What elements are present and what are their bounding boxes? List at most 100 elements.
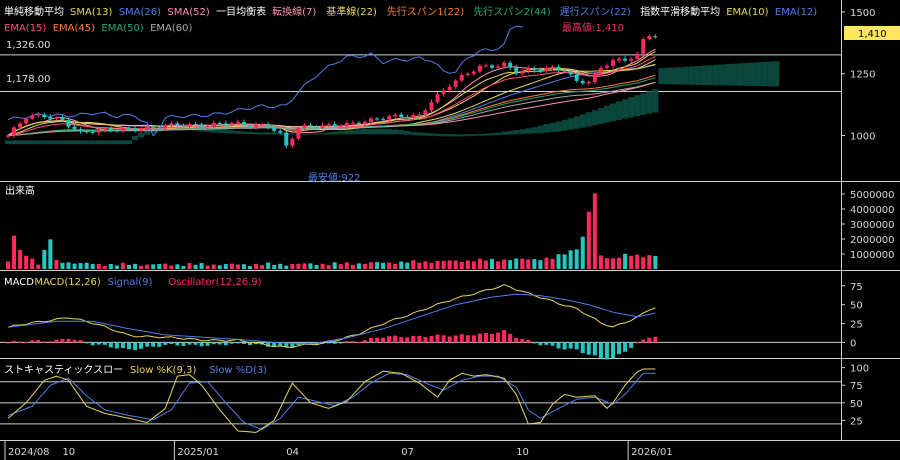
cloud-segment xyxy=(700,65,707,85)
candle-body xyxy=(133,128,138,131)
candle-body xyxy=(193,124,198,126)
macd-histogram-bar xyxy=(350,341,355,343)
signal-line xyxy=(7,293,656,345)
price-legend-0: 単純移動平均 xyxy=(4,5,64,18)
volume-bar xyxy=(459,261,464,269)
candle-body xyxy=(477,65,482,72)
cloud-segment xyxy=(470,134,477,136)
volume-bar xyxy=(550,258,555,269)
candle-body xyxy=(641,39,646,54)
candle xyxy=(604,63,609,71)
candle-body xyxy=(411,114,416,118)
cloud-segment xyxy=(337,130,344,135)
candle-body xyxy=(181,125,186,127)
cloud-segment xyxy=(507,130,514,135)
candle xyxy=(199,122,204,130)
candle xyxy=(157,124,162,131)
candle xyxy=(653,34,658,39)
volume-bar xyxy=(647,255,652,269)
candle-body xyxy=(387,116,392,120)
volume-bar xyxy=(629,256,634,269)
macd-histogram-bar xyxy=(556,342,561,349)
x-axis-label: 10 xyxy=(62,447,75,458)
macd-histogram-bar xyxy=(193,342,198,345)
candle-body xyxy=(405,117,410,119)
volume-bar xyxy=(375,262,380,269)
candle-body xyxy=(332,124,337,127)
volume-bar xyxy=(284,265,289,269)
candle xyxy=(514,64,519,76)
volume-bar xyxy=(344,262,349,269)
macd-histogram-bar xyxy=(175,342,180,346)
candle-body xyxy=(120,128,125,131)
macd-histogram-bar xyxy=(157,342,162,347)
candle xyxy=(544,65,549,73)
cloud-segment xyxy=(712,64,719,86)
macd-histogram-bar xyxy=(483,333,488,343)
candle-body xyxy=(211,122,216,126)
macd-histogram-bar xyxy=(326,342,331,344)
cloud-segment xyxy=(228,130,235,134)
candle xyxy=(496,63,501,70)
stoch-tick-label: 100 xyxy=(850,364,869,375)
candle-body xyxy=(617,58,622,61)
volume-bar xyxy=(502,259,507,269)
candle-body xyxy=(538,70,543,72)
cloud-segment xyxy=(374,128,381,135)
cloud-segment xyxy=(95,140,102,145)
macd-histogram-bar xyxy=(217,342,222,345)
macd-histogram-bar xyxy=(544,342,549,345)
candle-body xyxy=(320,125,325,128)
last-price-tag-bg xyxy=(844,26,900,40)
cloud-segment xyxy=(253,132,260,135)
cloud-segment xyxy=(525,128,532,134)
macd-legend-2: Signal(9) xyxy=(108,277,153,288)
candle-body xyxy=(356,122,361,125)
candle xyxy=(417,111,422,117)
macd-histogram-bar xyxy=(550,342,555,346)
candle-body xyxy=(302,125,307,128)
candle-body xyxy=(96,129,101,133)
x-axis-label: 2025/01 xyxy=(177,447,219,458)
cloud-segment xyxy=(380,128,387,135)
price-panel: 1000 1250 1500 単純移動平均 SMA(13) SMA(26) SMA(52) 一… xyxy=(0,5,875,149)
volume-bar xyxy=(623,253,628,269)
volume-bar xyxy=(580,236,585,269)
volume-bar xyxy=(429,262,434,269)
candle-body xyxy=(435,94,440,103)
candle xyxy=(490,63,494,70)
candle xyxy=(647,34,652,41)
volume-bar xyxy=(411,260,416,269)
candle-body xyxy=(429,102,434,111)
candle-body xyxy=(145,126,150,130)
stoch-legend-1: Slow %K(9,3) xyxy=(130,365,196,376)
candle-body xyxy=(653,36,658,38)
volume-bar xyxy=(369,262,373,269)
candle-body xyxy=(114,130,119,132)
x-axis-label: 10 xyxy=(516,447,529,458)
volume-bar xyxy=(30,258,35,269)
cloud-segment xyxy=(392,129,399,135)
macd-histogram-bar xyxy=(562,342,567,350)
macd-histogram-bar xyxy=(393,335,398,343)
macd-histogram-bar xyxy=(163,342,168,345)
candle-body xyxy=(544,67,549,72)
price-legend-8: 先行スパン2(44) xyxy=(473,5,550,18)
candle-body xyxy=(604,65,609,68)
cloud-segment xyxy=(549,122,556,133)
macd-histogram-bar xyxy=(42,341,47,343)
volume-bar xyxy=(18,249,23,269)
candle-body xyxy=(635,53,640,59)
candle-body xyxy=(453,80,458,87)
candle-body xyxy=(169,123,174,126)
stoch-tick-label: 50 xyxy=(850,399,863,410)
candle xyxy=(66,117,71,129)
volume-bar xyxy=(326,265,331,269)
candle-body xyxy=(393,114,398,117)
volume-bar xyxy=(653,255,658,269)
candle xyxy=(369,116,373,125)
cloud-segment xyxy=(591,110,598,126)
cloud-segment xyxy=(416,132,423,136)
volume-bar xyxy=(181,265,186,269)
candle-body xyxy=(205,125,210,127)
